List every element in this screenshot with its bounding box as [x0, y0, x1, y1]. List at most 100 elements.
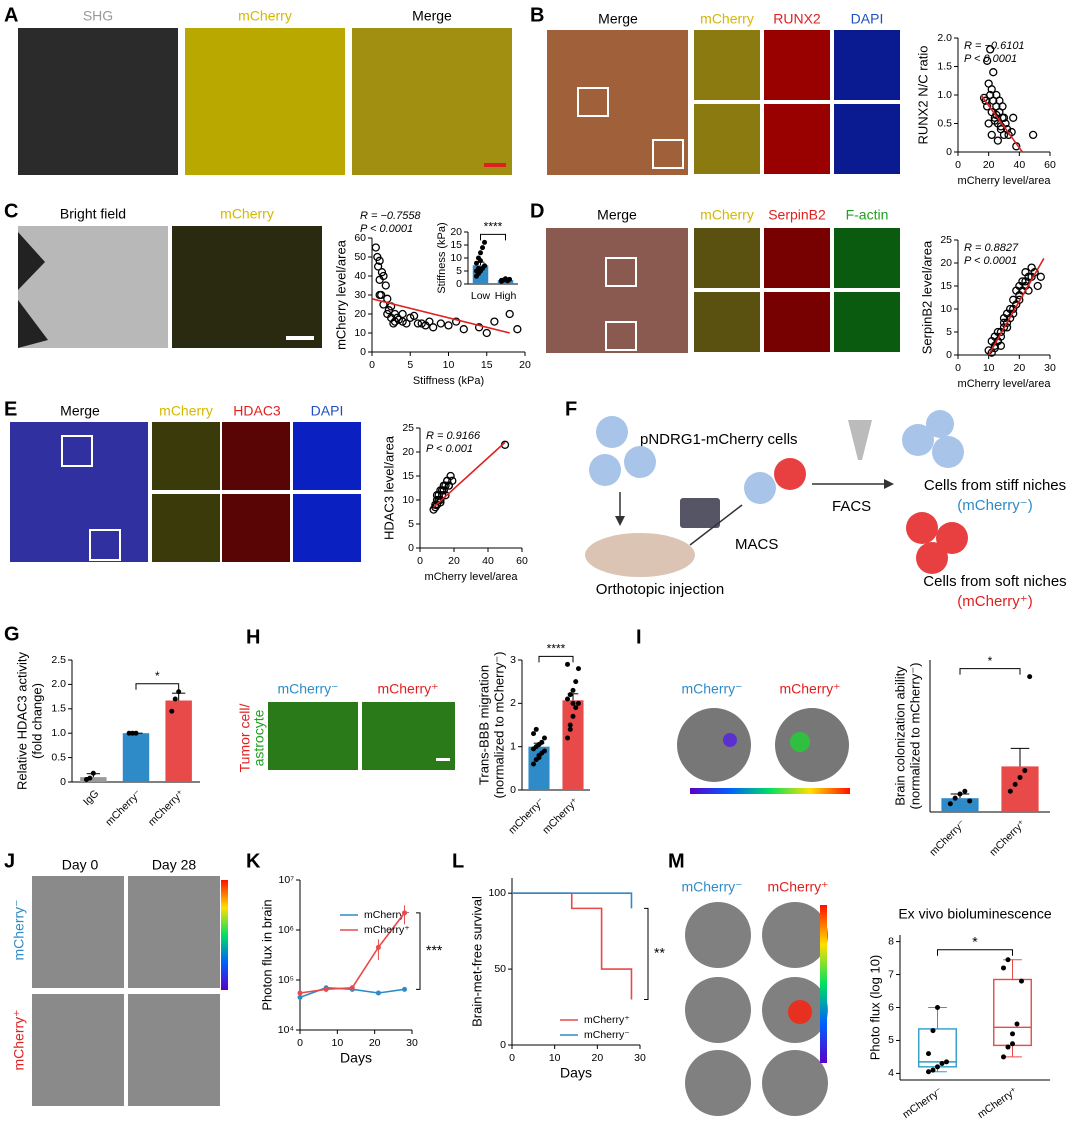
- data-point: [1033, 281, 1042, 291]
- y-axis-label: Brain colonization ability: [892, 666, 907, 806]
- x-tick-label: 10: [549, 1052, 561, 1064]
- significance-bracket: [135, 683, 180, 690]
- y-tick-label: 0: [360, 346, 366, 358]
- y-tick-label: 10: [940, 303, 952, 315]
- y-tick-label: 0: [500, 1039, 506, 1051]
- mouse: [585, 533, 695, 577]
- micrograph: [694, 228, 760, 288]
- micrograph: [834, 30, 900, 100]
- y-tick-label: 50: [354, 251, 366, 263]
- y-tick-label: 0: [946, 349, 952, 361]
- annotation: P < 0.0001: [360, 223, 413, 235]
- y-tick-label: 0: [456, 278, 462, 290]
- x-tick-label: mCherry⁺: [146, 787, 187, 828]
- y-tick-label: 1.0: [937, 89, 952, 101]
- data-point: [482, 263, 488, 269]
- y-axis-label: (fold change): [29, 683, 44, 759]
- diagram-label: (mCherry⁻): [957, 497, 1032, 514]
- annotation: P < 0.001: [426, 443, 473, 455]
- data-point: [429, 323, 438, 332]
- data-point: [375, 290, 384, 300]
- y-tick-label: 15: [402, 470, 414, 482]
- data-point: [443, 476, 452, 485]
- data-point: [448, 476, 457, 485]
- y-tick-label: 15: [450, 239, 462, 251]
- data-point: [425, 317, 434, 326]
- panel-letter: L: [452, 850, 464, 872]
- data-point: [505, 309, 514, 319]
- cell: [589, 454, 621, 486]
- y-tick-label: 20: [354, 308, 366, 320]
- micrograph: [18, 28, 178, 175]
- data-point: [473, 260, 479, 266]
- macs-device: [680, 498, 720, 528]
- y-tick-label: 5: [888, 1034, 894, 1046]
- y-tick-label: 20: [402, 446, 414, 458]
- data-point: [444, 321, 453, 330]
- cell: [906, 512, 938, 544]
- micrograph: [293, 422, 361, 490]
- significance-label: *: [972, 933, 978, 949]
- y-tick-label: 50: [494, 963, 506, 975]
- significance-label: ****: [547, 642, 566, 656]
- data-point: [531, 731, 537, 737]
- data-point: [531, 761, 537, 767]
- data-point: [1009, 309, 1018, 318]
- brain-image: [775, 708, 849, 782]
- data-point: [565, 735, 571, 741]
- image-label: mCherry⁺: [377, 681, 438, 697]
- data-point: [573, 679, 579, 685]
- y-tick-label: 0: [408, 542, 414, 554]
- arrow-head: [615, 516, 625, 526]
- y-tick-label: 10⁴: [278, 1024, 294, 1036]
- data-point: [1014, 1021, 1020, 1027]
- diagram-label: (mCherry⁺): [957, 593, 1032, 610]
- y-tick-label: 6: [888, 1001, 894, 1013]
- inset-box: [61, 435, 93, 467]
- y-tick-label: 1.5: [51, 703, 66, 715]
- data-point: [987, 130, 996, 140]
- panel-m-images: mCherry⁻ mCherry⁺: [681, 879, 829, 1116]
- significance-label: **: [654, 945, 665, 961]
- fit-line: [987, 258, 1045, 356]
- y-tick-label: 20: [450, 226, 462, 238]
- panel-b-images: Merge mCherry RUNX2 DAPI: [547, 11, 900, 175]
- data-point: [431, 503, 440, 512]
- data-point: [567, 692, 573, 698]
- data-point: [944, 1059, 949, 1065]
- x-tick-label: 20: [519, 359, 531, 371]
- image-label: Merge: [60, 403, 100, 419]
- data-point: [979, 93, 989, 102]
- x-tick-label: mCherry⁻: [103, 787, 144, 828]
- scale-bar: [484, 163, 506, 167]
- y-axis-label: (normalized to mCherry⁻): [491, 651, 506, 798]
- mouse-image: [128, 876, 220, 988]
- image-label: mCherry⁻: [11, 899, 27, 960]
- legend-label: mCherry⁺: [584, 1014, 630, 1026]
- arrow: [689, 504, 743, 546]
- x-axis-label: Days: [560, 1065, 592, 1081]
- data-point: [379, 271, 388, 281]
- panel-c-images: Bright field mCherry: [18, 206, 322, 348]
- y-axis-label: Brain-met-free survival: [469, 896, 484, 1027]
- panel-e-images: Merge mCherry HDAC3 DAPI: [10, 403, 361, 562]
- x-tick-label: 20: [448, 555, 460, 567]
- significance-bracket: [480, 233, 506, 241]
- data-point: [90, 770, 96, 776]
- data-point: [1005, 1044, 1011, 1050]
- image-label: mCherry: [220, 206, 274, 222]
- y-tick-label: 7: [888, 968, 894, 980]
- x-axis-label: mCherry level/area: [425, 571, 519, 583]
- significance-label: ***: [426, 942, 443, 958]
- micrograph: [834, 104, 900, 174]
- micrograph: [152, 494, 220, 562]
- fit-line: [433, 441, 506, 508]
- annotation: R = 0.9166: [426, 430, 481, 442]
- x-axis-label: Stiffness (kPa): [413, 375, 484, 387]
- data-point: [1010, 1041, 1015, 1047]
- panel-letter: B: [530, 4, 544, 26]
- data-point: [536, 755, 542, 760]
- data-point: [1009, 113, 1018, 122]
- x-tick-label: mCherry⁺: [540, 795, 581, 836]
- x-tick-label: 10: [443, 359, 455, 371]
